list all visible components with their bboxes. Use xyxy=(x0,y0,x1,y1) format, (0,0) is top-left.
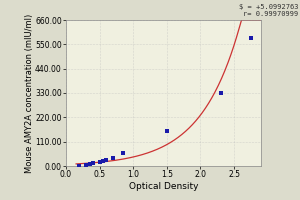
Point xyxy=(77,164,82,168)
Text: $ = +5.0992763
r= 0.99970999: $ = +5.0992763 r= 0.99970999 xyxy=(239,4,298,17)
Point xyxy=(218,91,223,95)
Point xyxy=(121,151,126,154)
Point xyxy=(91,162,95,165)
Point xyxy=(104,158,109,161)
Point xyxy=(164,129,169,132)
X-axis label: Optical Density: Optical Density xyxy=(129,182,198,191)
Point xyxy=(100,160,105,163)
Point xyxy=(84,163,88,166)
Point xyxy=(111,156,116,159)
Point xyxy=(97,160,102,164)
Point xyxy=(248,36,253,39)
Y-axis label: Mouse AMY2A concentration (mIU/ml): Mouse AMY2A concentration (mIU/ml) xyxy=(25,13,34,173)
Point xyxy=(87,163,92,166)
